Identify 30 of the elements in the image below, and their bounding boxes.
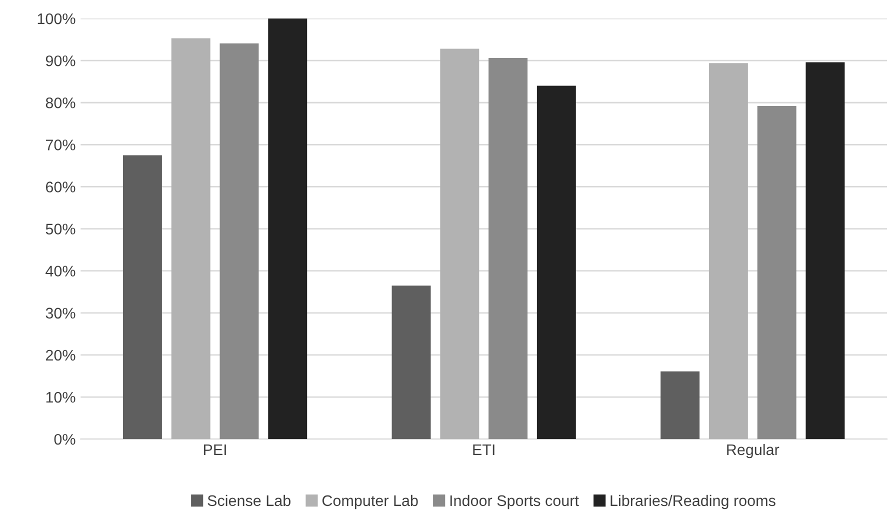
y-tick-label: 50%	[46, 224, 76, 234]
bar	[708, 63, 748, 440]
y-tick-label: 30%	[46, 308, 76, 319]
y-tick-label: 100%	[38, 13, 76, 24]
bar	[757, 106, 796, 440]
bar	[122, 155, 162, 440]
y-tick-label: 70%	[46, 140, 76, 150]
bar	[488, 58, 528, 440]
y-tick-label: 60%	[46, 182, 76, 192]
bar	[268, 18, 308, 440]
y-tick-label: 0%	[54, 434, 76, 445]
y-tick-label: 40%	[46, 266, 76, 277]
y-tick-label: 20%	[46, 350, 76, 361]
bar	[171, 38, 210, 440]
x-tick-label: ETI	[473, 444, 494, 456]
bar	[660, 371, 700, 440]
bar	[536, 86, 576, 440]
bar	[806, 62, 845, 440]
y-tick-label: 80%	[46, 97, 76, 108]
bar	[392, 286, 431, 440]
y-tick-label: 90%	[46, 55, 76, 66]
x-tick-label: PEI	[204, 444, 226, 456]
bar	[220, 43, 259, 440]
legend-label: Sciense Lab	[208, 494, 290, 506]
legend-label: Indoor Sports court	[450, 494, 579, 510]
legend-label: Computer Lab	[322, 494, 418, 510]
x-tick-label: Regular	[727, 444, 780, 458]
legend-label: Libraries/Reading rooms	[610, 494, 776, 510]
y-tick-label: 10%	[46, 392, 76, 403]
bar	[440, 48, 480, 440]
